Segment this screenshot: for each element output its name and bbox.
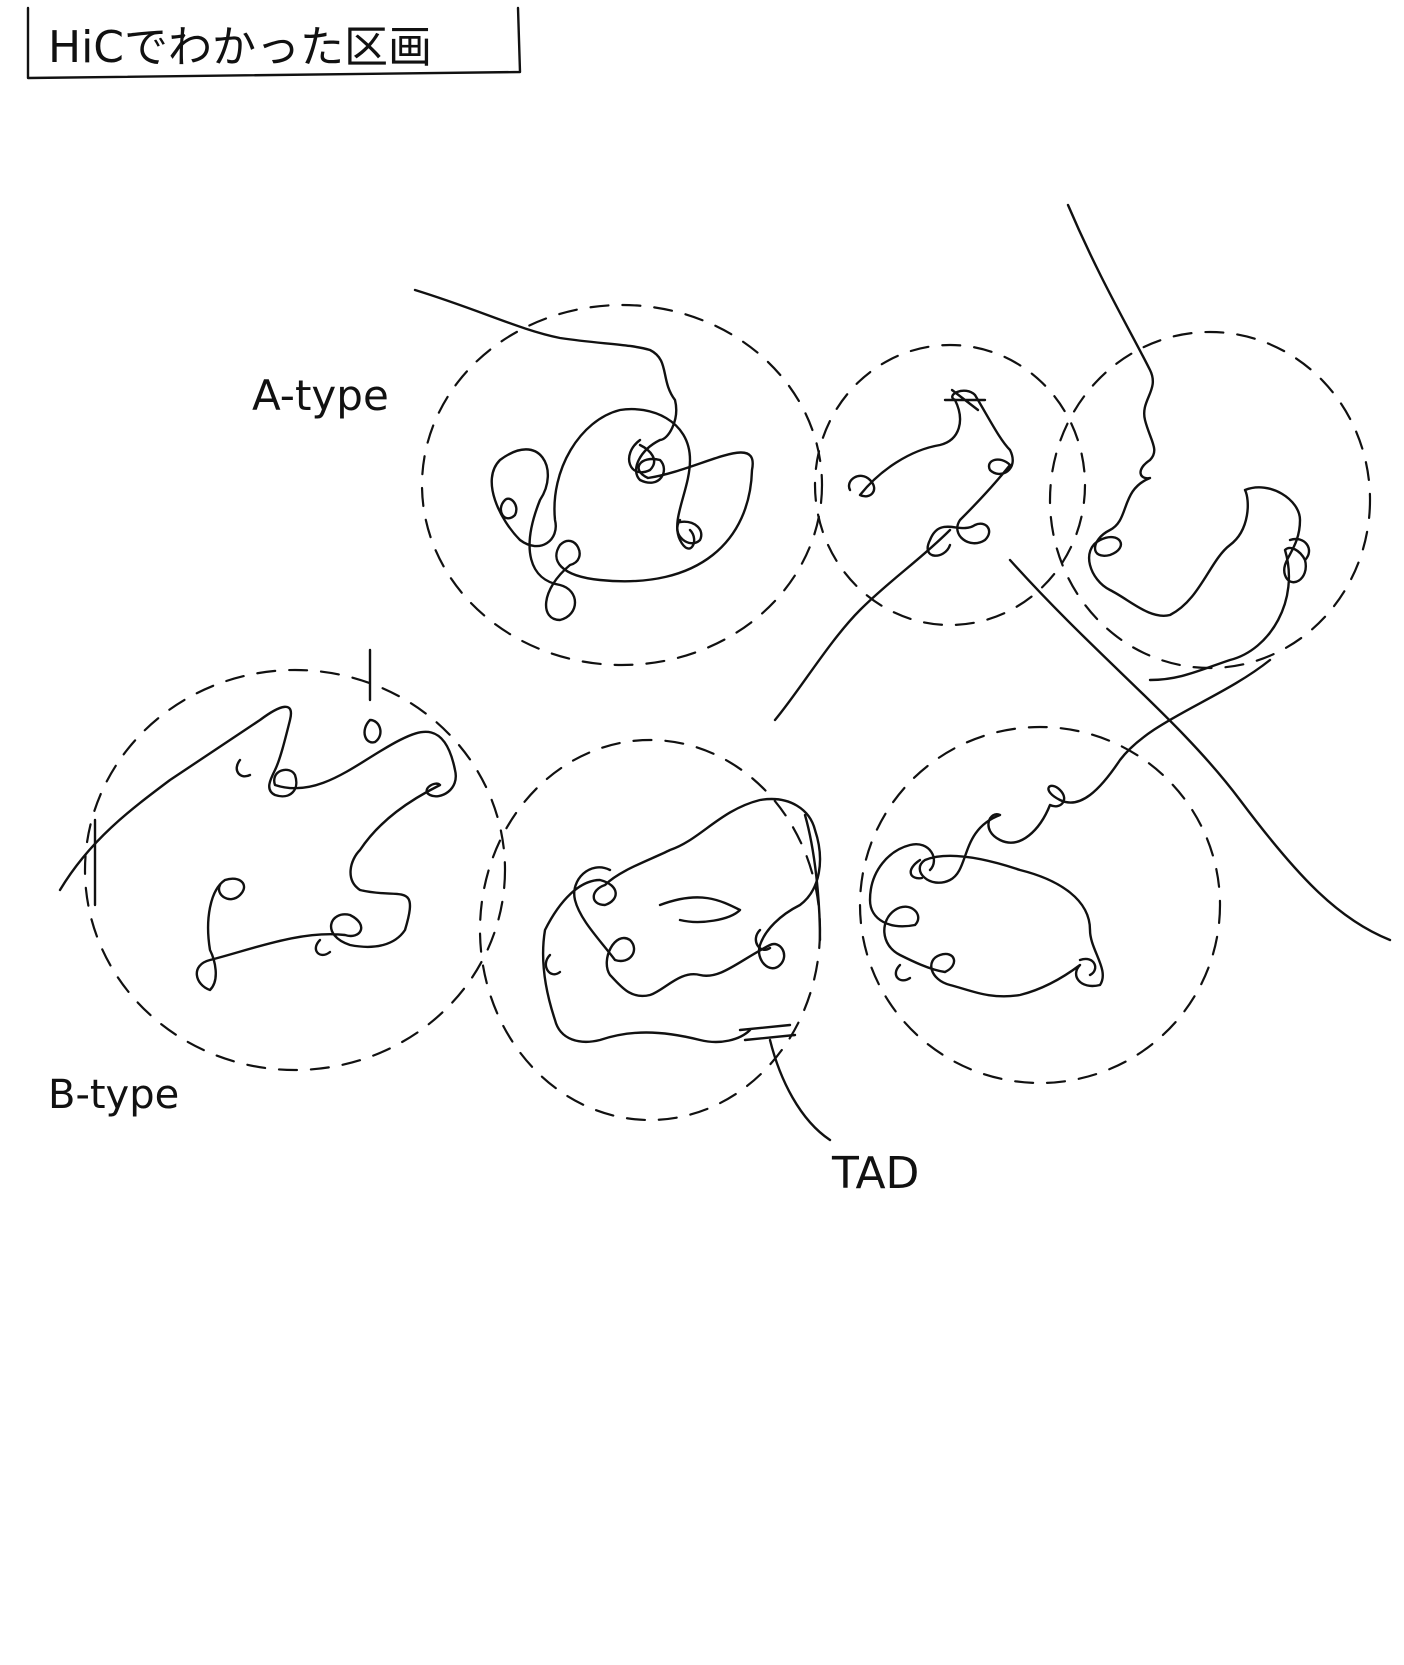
- compartment-b-region: [58, 648, 507, 1072]
- tad-pointer-line: [738, 1023, 832, 1142]
- chromatin-strand-a4: [773, 528, 1272, 998]
- compartment-a-region: [413, 288, 824, 667]
- chromatin-strand-a2: [847, 389, 1014, 557]
- compartment-a-boundary: [420, 303, 824, 667]
- b-type-label: B-type: [48, 1072, 179, 1118]
- a-type-label: A-type: [252, 371, 389, 420]
- chromatin-strand-long: [1008, 558, 1392, 942]
- tad-label: TAD: [831, 1148, 919, 1199]
- chromatin-strand-a: [413, 288, 754, 622]
- title-box: HiCでわかった区画: [26, 6, 522, 80]
- compartment-tad-region: [478, 738, 832, 1142]
- chromatin-strand-tad: [541, 797, 822, 1044]
- compartment-a2-boundary: [813, 343, 1087, 627]
- compartment-a3-boundary: [1048, 330, 1372, 670]
- compartment-a4-region: [773, 528, 1272, 1085]
- compartment-b-boundary: [83, 668, 507, 1072]
- chromatin-strand-a3: [1066, 203, 1307, 682]
- compartment-a2-region: [813, 343, 1087, 627]
- chromatin-strand-b: [58, 705, 457, 992]
- compartment-a4-boundary: [858, 725, 1222, 1085]
- page-title: HiCでわかった区画: [48, 22, 432, 73]
- compartment-a3-region: [1048, 203, 1372, 682]
